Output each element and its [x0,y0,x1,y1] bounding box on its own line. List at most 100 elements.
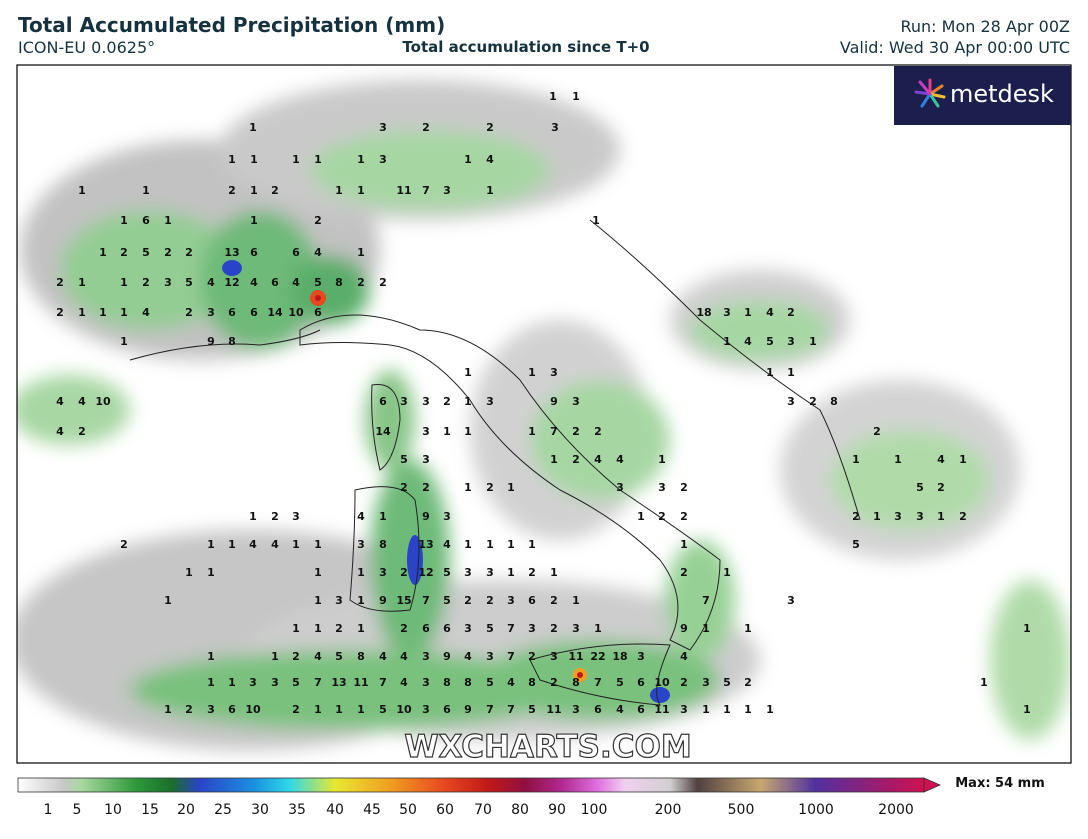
precip-label: 2 [400,481,408,494]
precip-label: 13 [224,246,239,259]
precip-label: 4 [379,650,387,663]
precip-label: 5 [335,650,343,663]
precip-label: 3 [464,622,472,635]
precip-label: 1 [314,538,322,551]
precip-label: 3 [507,594,515,607]
precip-label: 3 [271,676,279,689]
precip-label: 1 [249,510,257,523]
precip-label: 3 [443,184,451,197]
colorbar-tick-label: 40 [326,802,344,818]
precip-label: 1 [702,703,710,716]
model: ICON-EU 0.0625° [18,38,155,57]
precip-label: 3 [422,703,430,716]
precip-label: 3 [787,395,795,408]
precip-label: 3 [422,650,430,663]
precip-label: 3 [550,366,558,379]
precip-label: 6 [228,703,236,716]
precip-label: 4 [314,650,322,663]
precip-label: 5 [486,622,494,635]
precip-label: 2 [142,276,150,289]
precip-label: 1 [980,676,988,689]
precip-label: 8 [228,335,236,348]
precip-label: 1 [228,538,236,551]
precip-label: 3 [422,425,430,438]
precip-label: 1 [594,622,602,635]
precip-label: 5 [852,538,860,551]
precip-label: 3 [637,650,645,663]
precip-label: 1 [507,538,515,551]
precip-label: 2 [314,214,322,227]
precip-label: 2 [78,425,86,438]
precip-label: 1 [744,703,752,716]
precip-label: 8 [357,650,365,663]
precip-label: 5 [379,703,387,716]
precip-label: 3 [249,676,257,689]
precip-label: 1 [314,594,322,607]
precip-label: 5 [486,676,494,689]
precip-label: 4 [486,153,494,166]
precip-label: 7 [314,676,322,689]
precip-label: 9 [680,622,688,635]
precip-label: 1 [379,510,387,523]
precip-label: 10 [396,703,412,716]
precip-label: 1 [271,650,279,663]
precip-label: 1 [486,184,494,197]
precip-label: 1 [314,622,322,635]
precip-label: 8 [335,276,343,289]
precip-label: 1 [464,425,472,438]
precip-label: 3 [357,538,365,551]
precip-label: 2 [422,121,430,134]
precip-label: 1 [250,153,258,166]
precip-label: 1 [120,335,128,348]
precip-label: 4 [314,246,322,259]
precip-label: 2 [464,594,472,607]
precip-label: 9 [422,510,430,523]
colorbar [17,777,941,793]
precip-label: 1 [550,453,558,466]
precip-label: 1 [766,703,774,716]
colorbar-tick-label: 25 [214,802,232,818]
precip-label: 4 [400,650,408,663]
precip-label: 1 [464,538,472,551]
precip-label: 2 [744,676,752,689]
precip-label: 9 [207,335,215,348]
watermark: WXCHARTS.COM [404,729,691,765]
precip-label: 1 [335,184,343,197]
precip-label: 1 [164,214,172,227]
colorbar-tick-label: 5 [73,802,82,818]
precip-label: 14 [267,306,283,319]
precip-label: 5 [443,594,451,607]
precip-label: 3 [616,481,624,494]
precip-label: 4 [766,306,774,319]
precip-label: 6 [271,276,279,289]
precip-label: 5 [916,481,924,494]
precip-label: 1 [164,594,172,607]
precip-label: 1 [464,395,472,408]
precip-label: 1 [228,153,236,166]
colorbar-tick-label: 70 [474,802,492,818]
precip-label: 3 [572,395,580,408]
precip-label: 5 [443,566,451,579]
precip-label: 1 [207,538,215,551]
precip-label: 11 [546,703,561,716]
precip-label: 18 [696,306,711,319]
precip-label: 1 [464,481,472,494]
precip-label: 1 [250,214,258,227]
precip-label: 2 [873,425,881,438]
precip-label: 2 [185,703,193,716]
precip-label: 3 [486,650,494,663]
precip-label: 4 [78,395,86,408]
precip-label: 2 [486,481,494,494]
precip-label: 1 [250,184,258,197]
precip-label: 1 [249,121,257,134]
precip-label: 3 [551,121,559,134]
precip-label: 2 [550,594,558,607]
precip-label: 2 [400,622,408,635]
precip-label: 7 [486,703,494,716]
precip-label: 8 [830,395,838,408]
precip-label: 2 [357,276,365,289]
precip-label: 5 [528,703,536,716]
precip-label: 9 [464,703,472,716]
precip-label: 1 [592,214,600,227]
precip-label: 1 [528,366,536,379]
